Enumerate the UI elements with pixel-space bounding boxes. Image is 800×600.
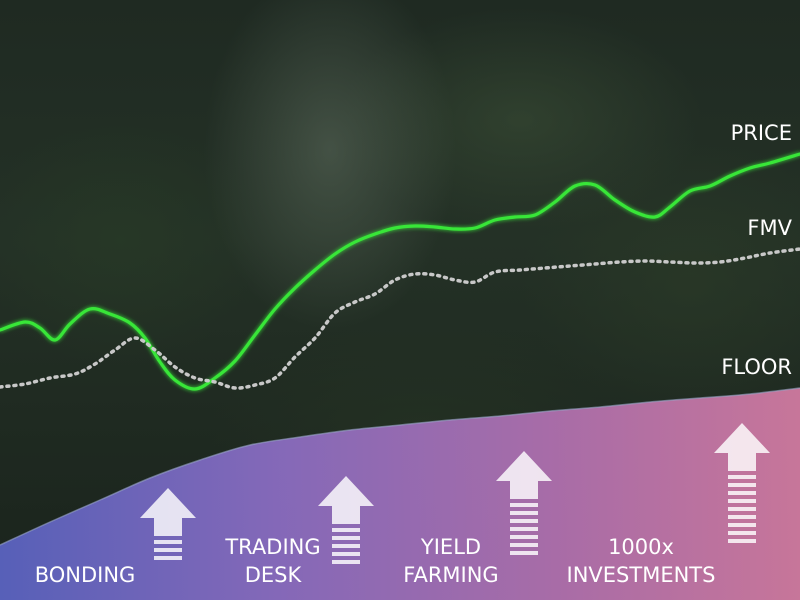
floor-label: FLOOR [721,355,792,379]
floor-layer [0,387,800,600]
arrow-bar [332,536,360,540]
arrow-bar [510,535,538,539]
annotation-label: DESK [245,563,303,587]
arrow-bar [728,499,756,503]
arrow-up-icon [496,451,552,499]
arrow-bar [332,528,360,532]
arrow-bar [728,531,756,535]
arrow-up-icon [714,423,770,471]
fmv-label: FMV [747,216,792,240]
arrow-bar [728,491,756,495]
arrow-bar [728,483,756,487]
arrow-bar [332,560,360,564]
arrow-bar [332,552,360,556]
annotation-0: BONDING [35,488,196,587]
arrow-up-icon [140,488,196,536]
price-line [0,152,800,391]
fmv-line [0,247,800,390]
lines-layer [0,152,800,391]
floor-area [0,388,800,600]
annotation-label: BONDING [35,563,136,587]
floor-line [0,387,800,546]
arrow-bar [154,548,182,552]
arrow-bar [728,475,756,479]
arrow-bar [510,543,538,547]
annotation-label: FARMING [403,563,498,587]
arrow-bar [510,527,538,531]
price-label: PRICE [731,121,792,145]
arrow-bar [728,539,756,543]
arrow-bar [728,523,756,527]
annotation-3: 1000x INVESTMENTS [567,423,770,587]
arrow-bar [154,556,182,560]
arrow-bar [728,507,756,511]
arrow-bar [332,544,360,548]
annotation-label: INVESTMENTS [567,563,716,587]
arrow-bar [510,503,538,507]
annotation-label: YIELD [420,535,481,559]
annotation-1: TRADING DESK [224,476,374,587]
arrow-bar [510,519,538,523]
arrow-bar [728,515,756,519]
arrow-bar [154,540,182,544]
annotation-label: 1000x [608,535,674,559]
annotation-2: YIELD FARMING [403,451,552,587]
annotation-label: TRADING [224,535,320,559]
annotations-layer: BONDING TRADING DESK YIELD FARMING 1000x INVES… [35,423,770,587]
labels-layer: PRICE FMV FLOOR [721,121,792,379]
arrow-bar [510,511,538,515]
arrow-up-icon [318,476,374,524]
arrow-bar [510,551,538,555]
